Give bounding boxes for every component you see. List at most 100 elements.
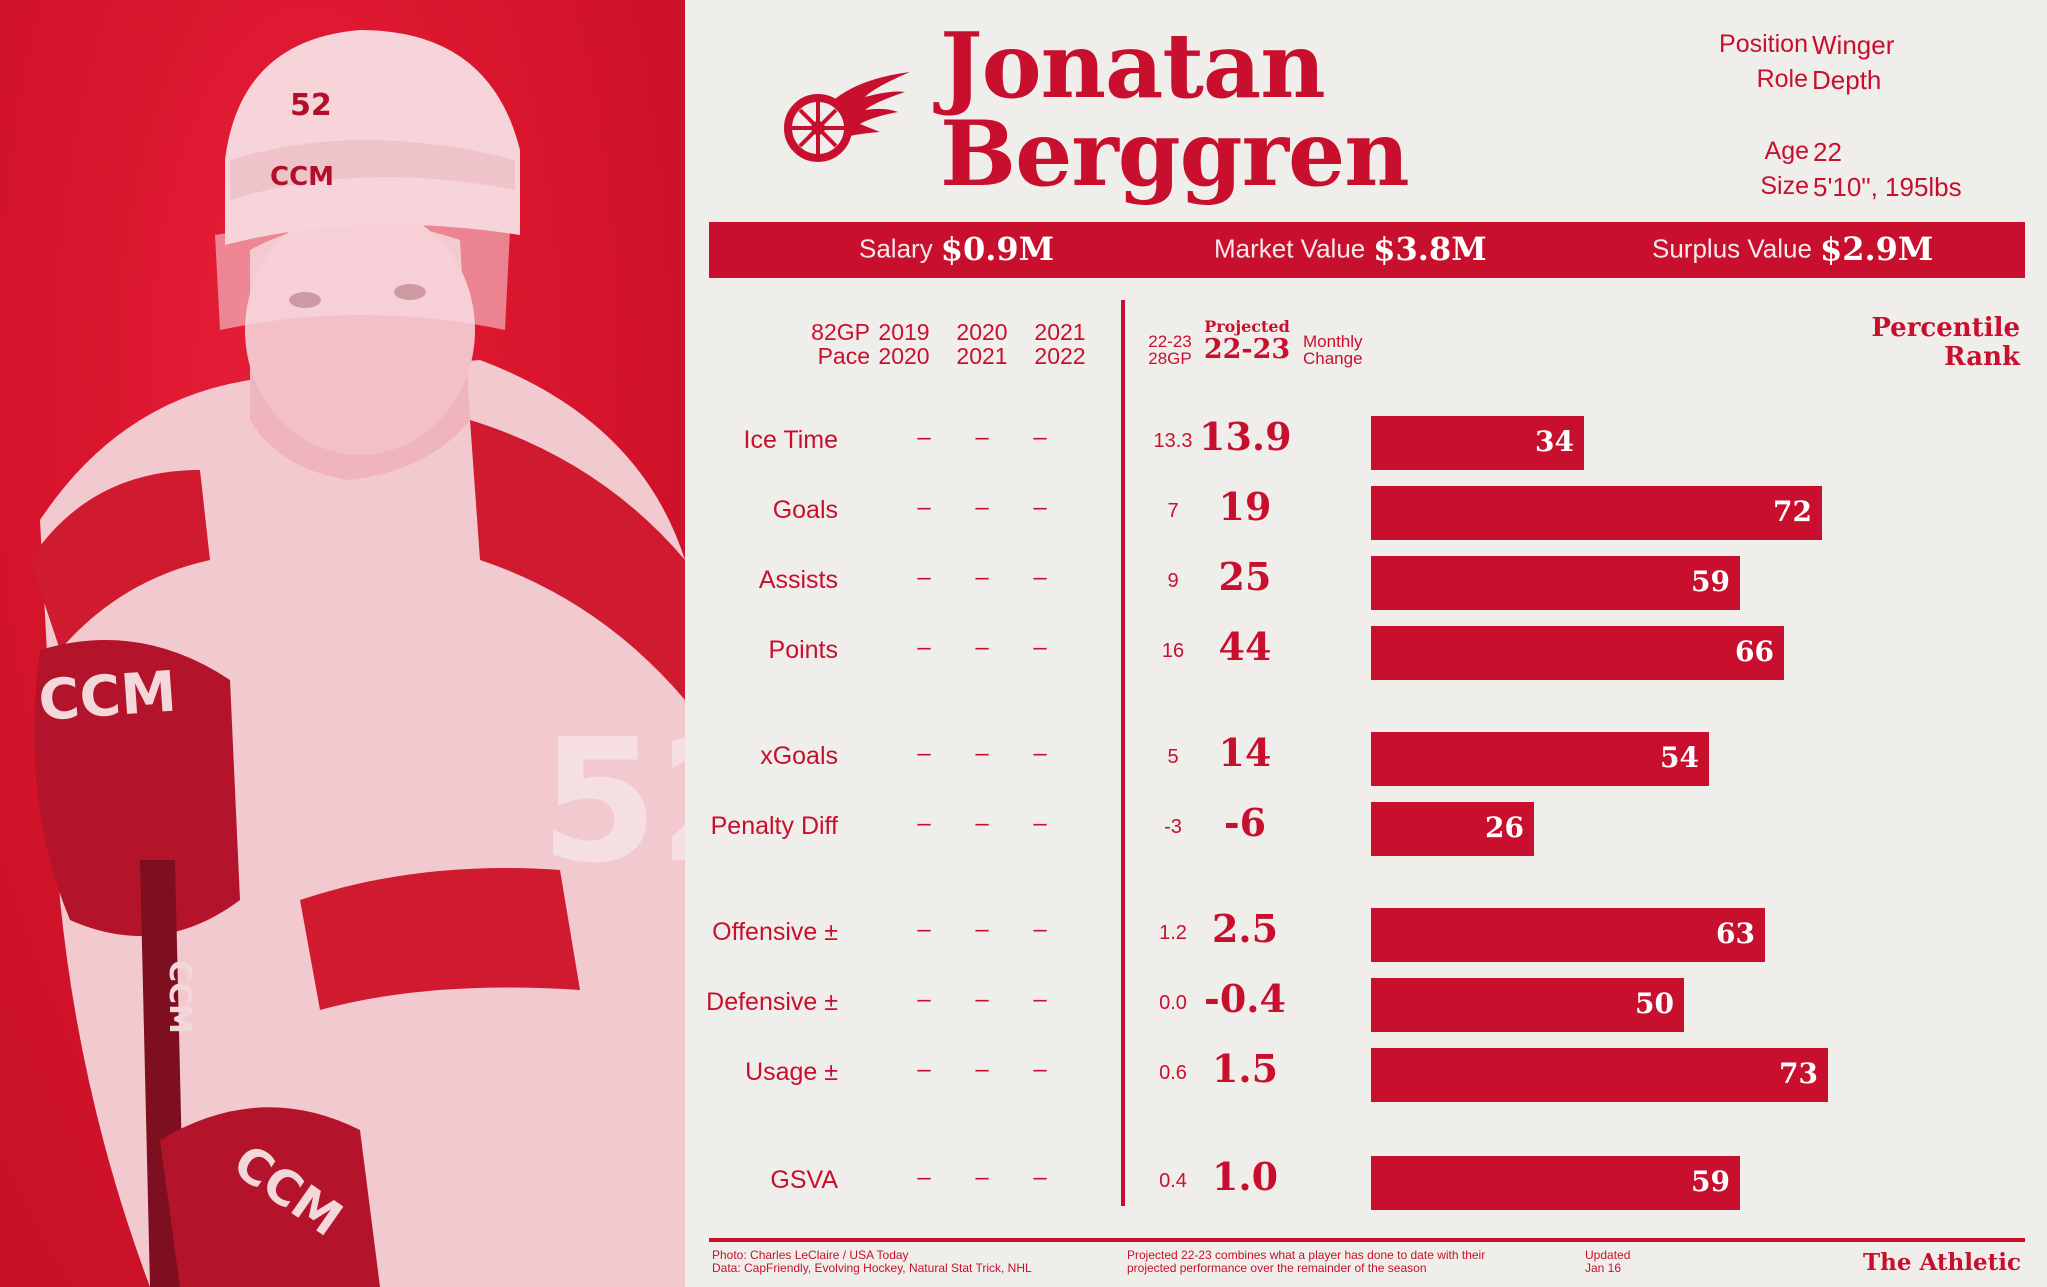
- season-2021-value: –: [1033, 986, 1047, 1013]
- season-2021-value: –: [1033, 810, 1047, 837]
- projection-note-line1: Projected 22-23 combines what a player h…: [1127, 1248, 1486, 1262]
- percentile-value: 34: [1535, 425, 1574, 458]
- season-2019-value: –: [917, 1164, 931, 1191]
- header-season-2019: 2019 2020: [874, 320, 934, 368]
- header-season-2021-b: 2022: [1034, 343, 1086, 369]
- stat-label: Offensive ±: [712, 918, 838, 946]
- age-value: 22: [1813, 137, 1842, 167]
- season-2019-value: –: [917, 740, 931, 767]
- surplus-value-item: Surplus Value $2.9M: [1652, 230, 1933, 268]
- season-2020-value: –: [975, 740, 989, 767]
- data-credit: Data: CapFriendly, Evolving Hockey, Natu…: [712, 1261, 1032, 1275]
- contract-bar: Salary $0.9M Market Value $3.8M Surplus Va…: [709, 222, 2025, 278]
- footer-divider: [709, 1238, 2025, 1242]
- percentile-title-b: Rank: [1944, 342, 2020, 372]
- stat-label: Goals: [772, 496, 838, 524]
- header-monthly-change-a: Monthly: [1303, 332, 1363, 351]
- stat-label: xGoals: [760, 742, 838, 770]
- header-season-2021: 2021 2022: [1030, 320, 1090, 368]
- season-2021-value: –: [1033, 634, 1047, 661]
- projected-value: -6: [1223, 800, 1267, 845]
- role-value: Depth: [1812, 65, 1882, 95]
- updated-label: Updated: [1585, 1248, 1631, 1262]
- jersey-number: 52: [540, 703, 685, 901]
- percentile-value: 66: [1735, 635, 1774, 668]
- projection-note-line2: projected performance over the remainder…: [1127, 1261, 1427, 1275]
- player-name: Jonatan Berggren: [940, 21, 1410, 199]
- stat-row: Goals – – – 7 19 72: [0, 484, 2047, 540]
- percentile-bar: 54: [1371, 732, 1709, 786]
- percentile-bar: 26: [1371, 802, 1534, 856]
- salary-label: Salary: [859, 233, 933, 264]
- projected-value: 13.9: [1199, 414, 1292, 459]
- footer-credits: Photo: Charles LeClaire / USA Today Data…: [712, 1249, 1032, 1275]
- season-2019-value: –: [917, 494, 931, 521]
- stat-label: Defensive ±: [706, 988, 838, 1016]
- season-2019-value: –: [917, 424, 931, 451]
- column-divider: [1121, 300, 1125, 1206]
- market-value-item: Market Value $3.8M: [1214, 230, 1487, 268]
- header-season-2020-a: 2020: [956, 319, 1008, 345]
- season-2019-value: –: [917, 1056, 931, 1083]
- svg-text:52: 52: [290, 88, 332, 123]
- current-value: -3: [1164, 816, 1182, 838]
- season-2020-value: –: [975, 494, 989, 521]
- footer-projection-note: Projected 22-23 combines what a player h…: [1127, 1249, 1485, 1275]
- percentile-bar: 73: [1371, 1048, 1828, 1102]
- percentile-title-a: Percentile: [1871, 313, 2020, 343]
- percentile-value: 26: [1485, 811, 1524, 844]
- current-value: 16: [1161, 640, 1185, 662]
- projected-value: 1.5: [1211, 1046, 1279, 1091]
- red-wings-logo-icon: [780, 62, 915, 162]
- stat-row: Ice Time – – – 13.3 13.9 34: [0, 414, 2047, 470]
- percentile-value: 54: [1660, 741, 1699, 774]
- season-2019-value: –: [917, 810, 931, 837]
- position-label: Position: [1719, 30, 1808, 58]
- season-2019-value: –: [917, 564, 931, 591]
- current-value: 0.6: [1159, 1062, 1187, 1084]
- season-2021-value: –: [1033, 424, 1047, 451]
- header-projected: Projected 22-23: [1201, 318, 1293, 364]
- market-value: $3.8M: [1373, 230, 1487, 268]
- header-projected-b: 22-23: [1203, 334, 1291, 365]
- stat-row: Points – – – 16 44 66: [0, 624, 2047, 680]
- current-value: 7: [1167, 500, 1179, 522]
- projected-value: 19: [1218, 484, 1272, 529]
- season-2019-value: –: [917, 634, 931, 661]
- current-value: 5: [1167, 746, 1179, 768]
- percentile-rank-title: Percentile Rank: [1871, 314, 2020, 372]
- surplus-value: $2.9M: [1819, 230, 1934, 268]
- header-pace: 82GP Pace: [770, 320, 870, 368]
- header-monthly-change: Monthly Change: [1303, 333, 1363, 367]
- percentile-bar: 63: [1371, 908, 1765, 962]
- projected-value: -0.4: [1204, 976, 1286, 1021]
- season-2020-value: –: [975, 810, 989, 837]
- season-2020-value: –: [975, 634, 989, 661]
- percentile-value: 72: [1773, 495, 1812, 528]
- header-season-2020: 2020 2021: [952, 320, 1012, 368]
- season-2020-value: –: [975, 986, 989, 1013]
- stat-label: GSVA: [770, 1166, 838, 1194]
- projected-value: 25: [1218, 554, 1272, 599]
- header-season-2020-b: 2021: [956, 343, 1008, 369]
- projected-value: 2.5: [1211, 906, 1279, 951]
- stat-row: Penalty Diff – – – -3 -6 26: [0, 800, 2047, 856]
- percentile-bar: 72: [1371, 486, 1822, 540]
- season-2020-value: –: [975, 424, 989, 451]
- season-2021-value: –: [1033, 1056, 1047, 1083]
- projected-value: 14: [1218, 730, 1272, 775]
- size-label: Size: [1760, 172, 1809, 200]
- svg-text:CCM: CCM: [36, 660, 178, 734]
- player-silhouette: 52 CCM 52 CCM CCM CCM: [30, 30, 685, 1287]
- role-label: Role: [1756, 65, 1808, 93]
- svg-text:CCM: CCM: [270, 162, 334, 192]
- current-value: 1.2: [1159, 922, 1187, 944]
- stat-row: xGoals – – – 5 14 54: [0, 730, 2047, 786]
- stat-row: Offensive ± – – – 1.2 2.5 63: [0, 906, 2047, 962]
- stat-row: GSVA – – – 0.4 1.0 59: [0, 1154, 2047, 1210]
- current-value: 9: [1167, 570, 1179, 592]
- stat-row: Usage ± – – – 0.6 1.5 73: [0, 1046, 2047, 1102]
- header-current-gp-a: 22-23: [1148, 332, 1192, 351]
- header-projected-a: Projected: [1204, 317, 1290, 336]
- market-value-label: Market Value: [1214, 233, 1366, 264]
